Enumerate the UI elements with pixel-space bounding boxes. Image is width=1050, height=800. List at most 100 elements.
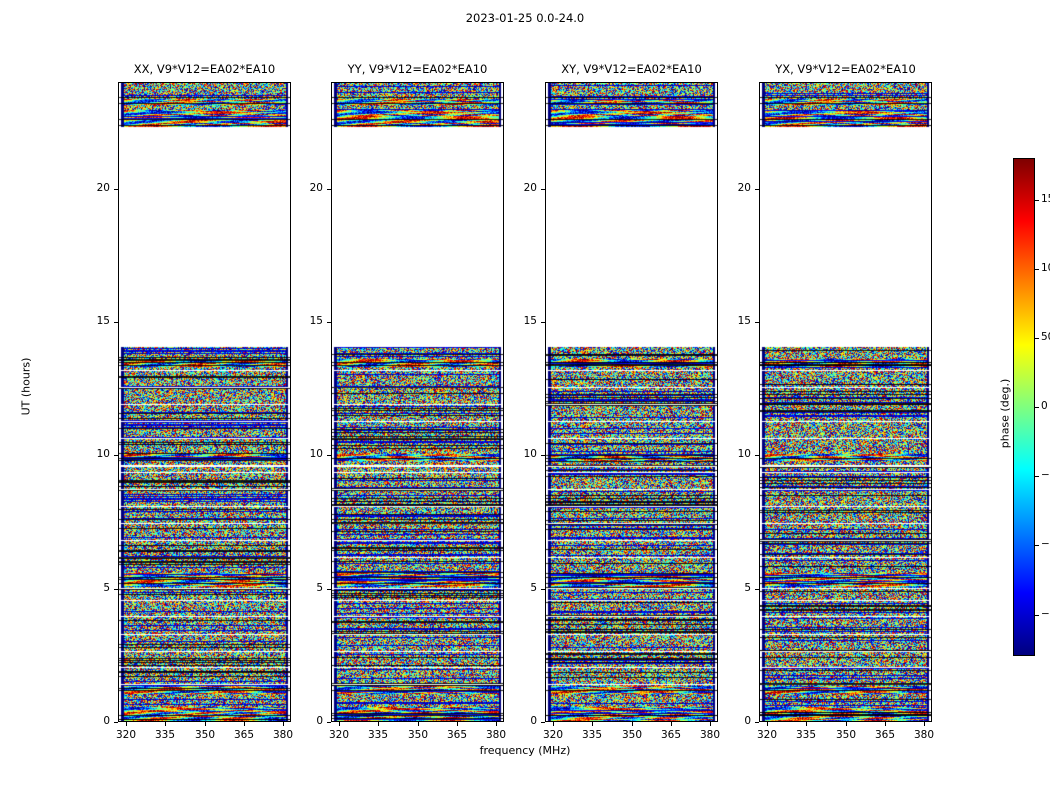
y-tick-label: 10 — [737, 448, 751, 460]
x-tickmark — [671, 722, 672, 726]
y-tick-label: 5 — [744, 582, 751, 594]
x-tickmark — [283, 722, 284, 726]
y-tickmark — [327, 589, 331, 590]
x-tickmark — [767, 722, 768, 726]
x-tickmark — [553, 722, 554, 726]
x-tick-label: 380 — [699, 729, 721, 741]
x-tickmark — [244, 722, 245, 726]
y-tick-label: 10 — [309, 448, 323, 460]
colorbar-tickmark — [1035, 545, 1039, 546]
y-tickmark — [541, 189, 545, 190]
y-tickmark — [755, 589, 759, 590]
colorbar-tick-label: 150 — [1041, 193, 1050, 205]
x-tick-label: 335 — [154, 729, 176, 741]
heatmap-panel[interactable] — [118, 82, 291, 722]
x-tick-label: 365 — [233, 729, 255, 741]
y-tickmark — [755, 322, 759, 323]
colorbar — [1013, 158, 1035, 656]
x-tickmark — [126, 722, 127, 726]
y-tickmark — [114, 189, 118, 190]
colorbar-tickmark — [1035, 407, 1039, 408]
x-tick-label: 320 — [756, 729, 778, 741]
colorbar-tick-label: 50 — [1041, 331, 1050, 343]
y-tick-label: 15 — [523, 315, 537, 327]
x-tickmark — [165, 722, 166, 726]
y-tick-label: 15 — [96, 315, 110, 327]
y-tickmark — [327, 455, 331, 456]
y-tick-label: 20 — [737, 182, 751, 194]
y-tickmark — [114, 589, 118, 590]
x-tick-label: 350 — [194, 729, 216, 741]
y-tickmark — [755, 722, 759, 723]
x-tick-label: 380 — [485, 729, 507, 741]
colorbar-tickmark — [1035, 615, 1039, 616]
y-tickmark — [327, 322, 331, 323]
y-tickmark — [114, 322, 118, 323]
x-tickmark — [710, 722, 711, 726]
colorbar-tick-label: −100 — [1041, 538, 1050, 550]
x-tick-label: 320 — [328, 729, 350, 741]
x-tick-label: 335 — [581, 729, 603, 741]
x-tickmark — [418, 722, 419, 726]
x-tickmark — [457, 722, 458, 726]
x-tick-label: 320 — [542, 729, 564, 741]
panel-title: YX, V9*V12=EA02*EA10 — [775, 62, 916, 76]
colorbar-tick-label: 100 — [1041, 262, 1050, 274]
colorbar-gradient — [1014, 159, 1034, 655]
y-tickmark — [755, 455, 759, 456]
y-tickmark — [541, 722, 545, 723]
colorbar-tick-label: −150 — [1041, 608, 1050, 620]
colorbar-tick-label: 0 — [1041, 400, 1048, 412]
y-tick-label: 0 — [530, 715, 537, 727]
y-tick-label: 10 — [96, 448, 110, 460]
y-tick-label: 5 — [103, 582, 110, 594]
heatmap-panel[interactable] — [545, 82, 718, 722]
y-tickmark — [327, 189, 331, 190]
y-tick-label: 15 — [737, 315, 751, 327]
colorbar-tickmark — [1035, 200, 1039, 201]
panel-title: XX, V9*V12=EA02*EA10 — [133, 62, 276, 76]
heatmap-image — [546, 83, 717, 721]
y-tick-label: 0 — [744, 715, 751, 727]
x-tick-label: 335 — [795, 729, 817, 741]
x-tickmark — [846, 722, 847, 726]
x-tickmark — [205, 722, 206, 726]
y-tickmark — [541, 322, 545, 323]
y-tick-label: 10 — [523, 448, 537, 460]
y-tick-label: 20 — [523, 182, 537, 194]
x-tick-label: 380 — [913, 729, 935, 741]
heatmap-image — [332, 83, 503, 721]
y-tick-label: 0 — [316, 715, 323, 727]
panel-title: XY, V9*V12=EA02*EA10 — [561, 62, 702, 76]
y-tick-label: 20 — [96, 182, 110, 194]
y-tick-label: 0 — [103, 715, 110, 727]
y-tick-label: 20 — [309, 182, 323, 194]
x-tick-label: 350 — [835, 729, 857, 741]
x-tick-label: 365 — [446, 729, 468, 741]
x-tick-label: 350 — [621, 729, 643, 741]
x-tickmark — [496, 722, 497, 726]
x-tick-label: 335 — [367, 729, 389, 741]
heatmap-panel[interactable] — [331, 82, 504, 722]
y-tickmark — [114, 722, 118, 723]
y-tickmark — [541, 455, 545, 456]
x-axis-label: frequency (MHz) — [479, 744, 571, 757]
y-tickmark — [755, 189, 759, 190]
y-tickmark — [541, 589, 545, 590]
colorbar-tick-label: −50 — [1041, 469, 1050, 481]
x-tickmark — [378, 722, 379, 726]
x-tickmark — [924, 722, 925, 726]
y-tickmark — [114, 455, 118, 456]
x-tick-label: 365 — [660, 729, 682, 741]
x-tickmark — [885, 722, 886, 726]
x-tick-label: 320 — [115, 729, 137, 741]
colorbar-title: phase (deg.) — [998, 378, 1012, 449]
x-tickmark — [806, 722, 807, 726]
heatmap-image — [119, 83, 290, 721]
figure-suptitle: 2023-01-25 0.0-24.0 — [465, 11, 585, 25]
heatmap-panel[interactable] — [759, 82, 932, 722]
y-tick-label: 5 — [316, 582, 323, 594]
x-tickmark — [592, 722, 593, 726]
colorbar-tickmark — [1035, 476, 1039, 477]
